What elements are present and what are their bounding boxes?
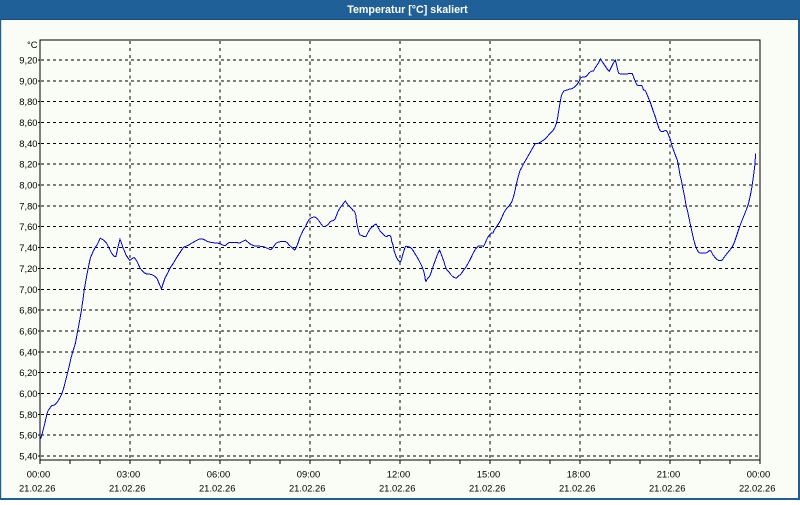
svg-text:00:00: 00:00 [27,469,50,480]
svg-text:03:00: 03:00 [117,469,140,480]
svg-text:Temperatur [°C] skaliert: Temperatur [°C] skaliert [347,4,468,16]
svg-text:6,20: 6,20 [19,367,37,378]
svg-text:7,80: 7,80 [19,200,37,211]
svg-text:00:00: 00:00 [747,469,770,480]
svg-text:6,40: 6,40 [19,346,37,357]
svg-text:21.02.26: 21.02.26 [19,483,56,494]
svg-text:6,60: 6,60 [19,325,37,336]
svg-text:15:00: 15:00 [477,469,500,480]
svg-text:7,20: 7,20 [19,263,37,274]
svg-text:8,40: 8,40 [19,138,37,149]
svg-text:9,00: 9,00 [19,75,37,86]
svg-text:8,80: 8,80 [19,96,37,107]
svg-text:21.02.26: 21.02.26 [469,483,506,494]
svg-text:21.02.26: 21.02.26 [379,483,416,494]
svg-text:21.02.26: 21.02.26 [199,483,236,494]
svg-text:21.02.26: 21.02.26 [289,483,326,494]
svg-text:12:00: 12:00 [387,469,410,480]
svg-text:9,20: 9,20 [19,55,37,66]
svg-text:18:00: 18:00 [567,469,590,480]
svg-text:09:00: 09:00 [297,469,320,480]
svg-text:21.02.26: 21.02.26 [649,483,686,494]
svg-text:8,20: 8,20 [19,159,37,170]
svg-text:06:00: 06:00 [207,469,230,480]
svg-text:21.02.26: 21.02.26 [109,483,146,494]
svg-text:21.02.26: 21.02.26 [559,483,596,494]
svg-text:5,60: 5,60 [19,430,37,441]
svg-text:6,00: 6,00 [19,388,37,399]
svg-text:7,40: 7,40 [19,242,37,253]
svg-text:7,60: 7,60 [19,221,37,232]
svg-text:5,40: 5,40 [19,451,37,462]
svg-text:21:00: 21:00 [657,469,680,480]
svg-text:8,00: 8,00 [19,180,37,191]
svg-text:6,80: 6,80 [19,305,37,316]
svg-text:5,80: 5,80 [19,409,37,420]
svg-text:°C: °C [27,39,38,50]
svg-text:8,60: 8,60 [19,117,37,128]
svg-text:7,00: 7,00 [19,284,37,295]
svg-text:22.02.26: 22.02.26 [739,483,776,494]
